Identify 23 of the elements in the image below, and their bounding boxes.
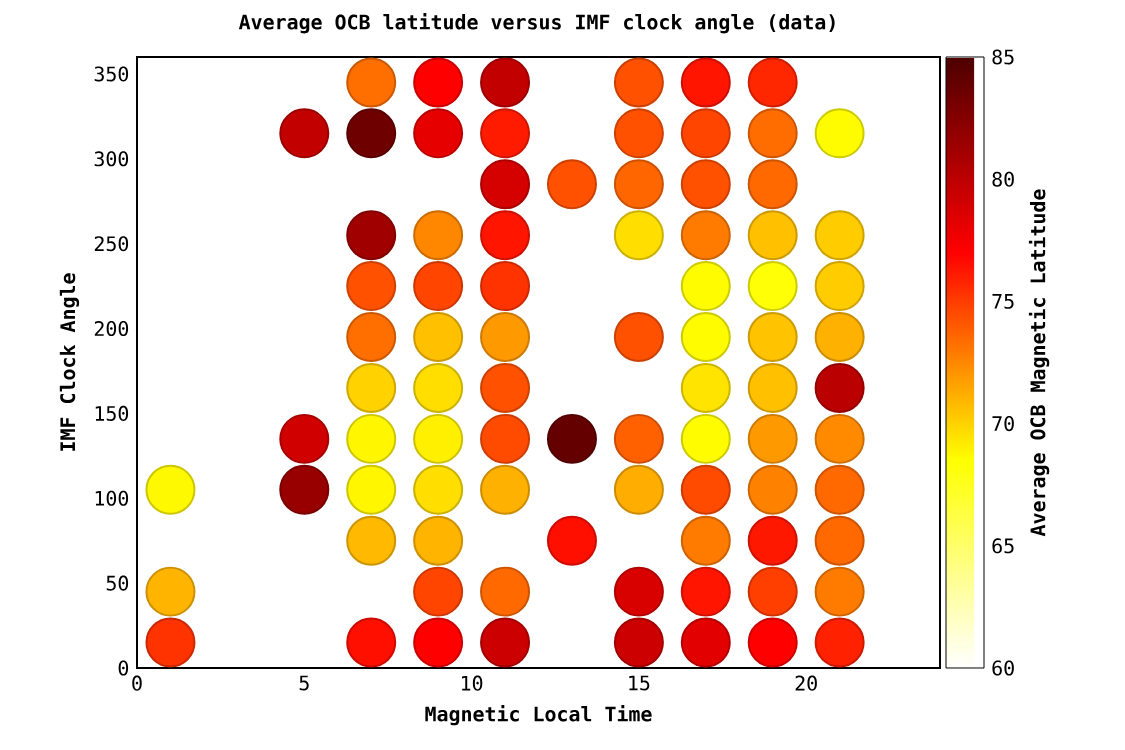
y-tick-label: 50	[106, 575, 129, 591]
y-tick-label: 300	[94, 151, 129, 167]
color-bar-label: 70	[992, 416, 1014, 432]
color-bar-title: Average OCB Magnetic Latitude	[1028, 189, 1050, 537]
x-tick-label: 5	[299, 675, 309, 691]
y-tick-label: 100	[95, 490, 129, 506]
x-tick-label: 15	[629, 675, 650, 691]
chart-title: Average OCB latitude versus IMF clock angle (data)	[238, 13, 835, 34]
color-bar-label: 60	[992, 660, 1014, 676]
x-tick-label: 10	[462, 675, 483, 691]
x-tick-label: 0	[132, 675, 142, 691]
y-tick-label: 200	[94, 320, 129, 337]
y-tick-label: 0	[118, 660, 129, 676]
color-bar-label: 65	[992, 538, 1014, 554]
color-bar-label: 80	[992, 171, 1014, 187]
y-tick-label: 150	[95, 405, 129, 421]
color-bar-label: 75	[992, 293, 1014, 309]
y-tick-label: 350	[94, 66, 129, 82]
x-tick-label: 20	[795, 675, 817, 691]
y-tick-label: 250	[94, 236, 129, 252]
color-bar-label: 85	[992, 49, 1014, 65]
y-axis-title: IMF Clock Angle	[59, 273, 80, 451]
x-axis-title: Magnetic Local Time	[425, 704, 652, 726]
